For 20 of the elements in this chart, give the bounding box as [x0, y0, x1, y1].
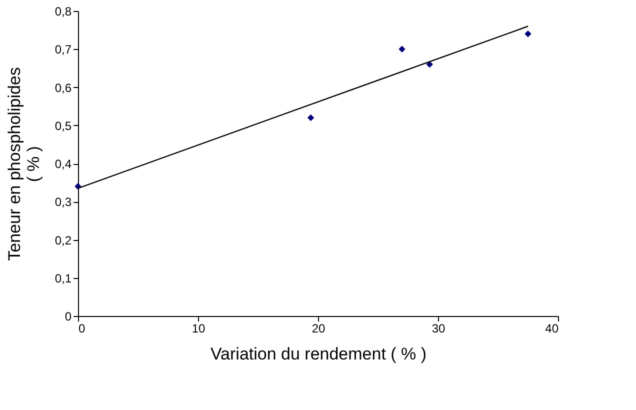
y-tick-label: 0,5 — [54, 118, 72, 133]
point — [307, 114, 314, 122]
x-tick-label: 10 — [192, 322, 206, 336]
y-tick-label: 0,4 — [54, 157, 72, 171]
point — [398, 46, 406, 52]
y-tick-label: 0,2 — [54, 233, 72, 248]
x-tick-label: 30 — [432, 322, 446, 336]
x-tick-label: 20 — [312, 322, 326, 336]
point — [524, 30, 532, 38]
y-axis-title: Teneur en phospholipides ( % ) — [4, 67, 43, 261]
y-tick-label: 0,7 — [54, 42, 72, 57]
y-tick-label: 0,6 — [54, 80, 72, 95]
y-tick-label: 0,3 — [54, 195, 72, 210]
y-tick-label: 0,8 — [54, 4, 72, 18]
y-tick-label: 0 — [64, 310, 72, 324]
x-tick-label: 40 — [545, 322, 559, 336]
x-axis-title: Variation du rendement ( % ) — [210, 344, 427, 364]
y-tick-label: 0,1 — [54, 271, 72, 286]
x-tick-label: 0 — [78, 322, 86, 336]
point — [426, 61, 433, 68]
